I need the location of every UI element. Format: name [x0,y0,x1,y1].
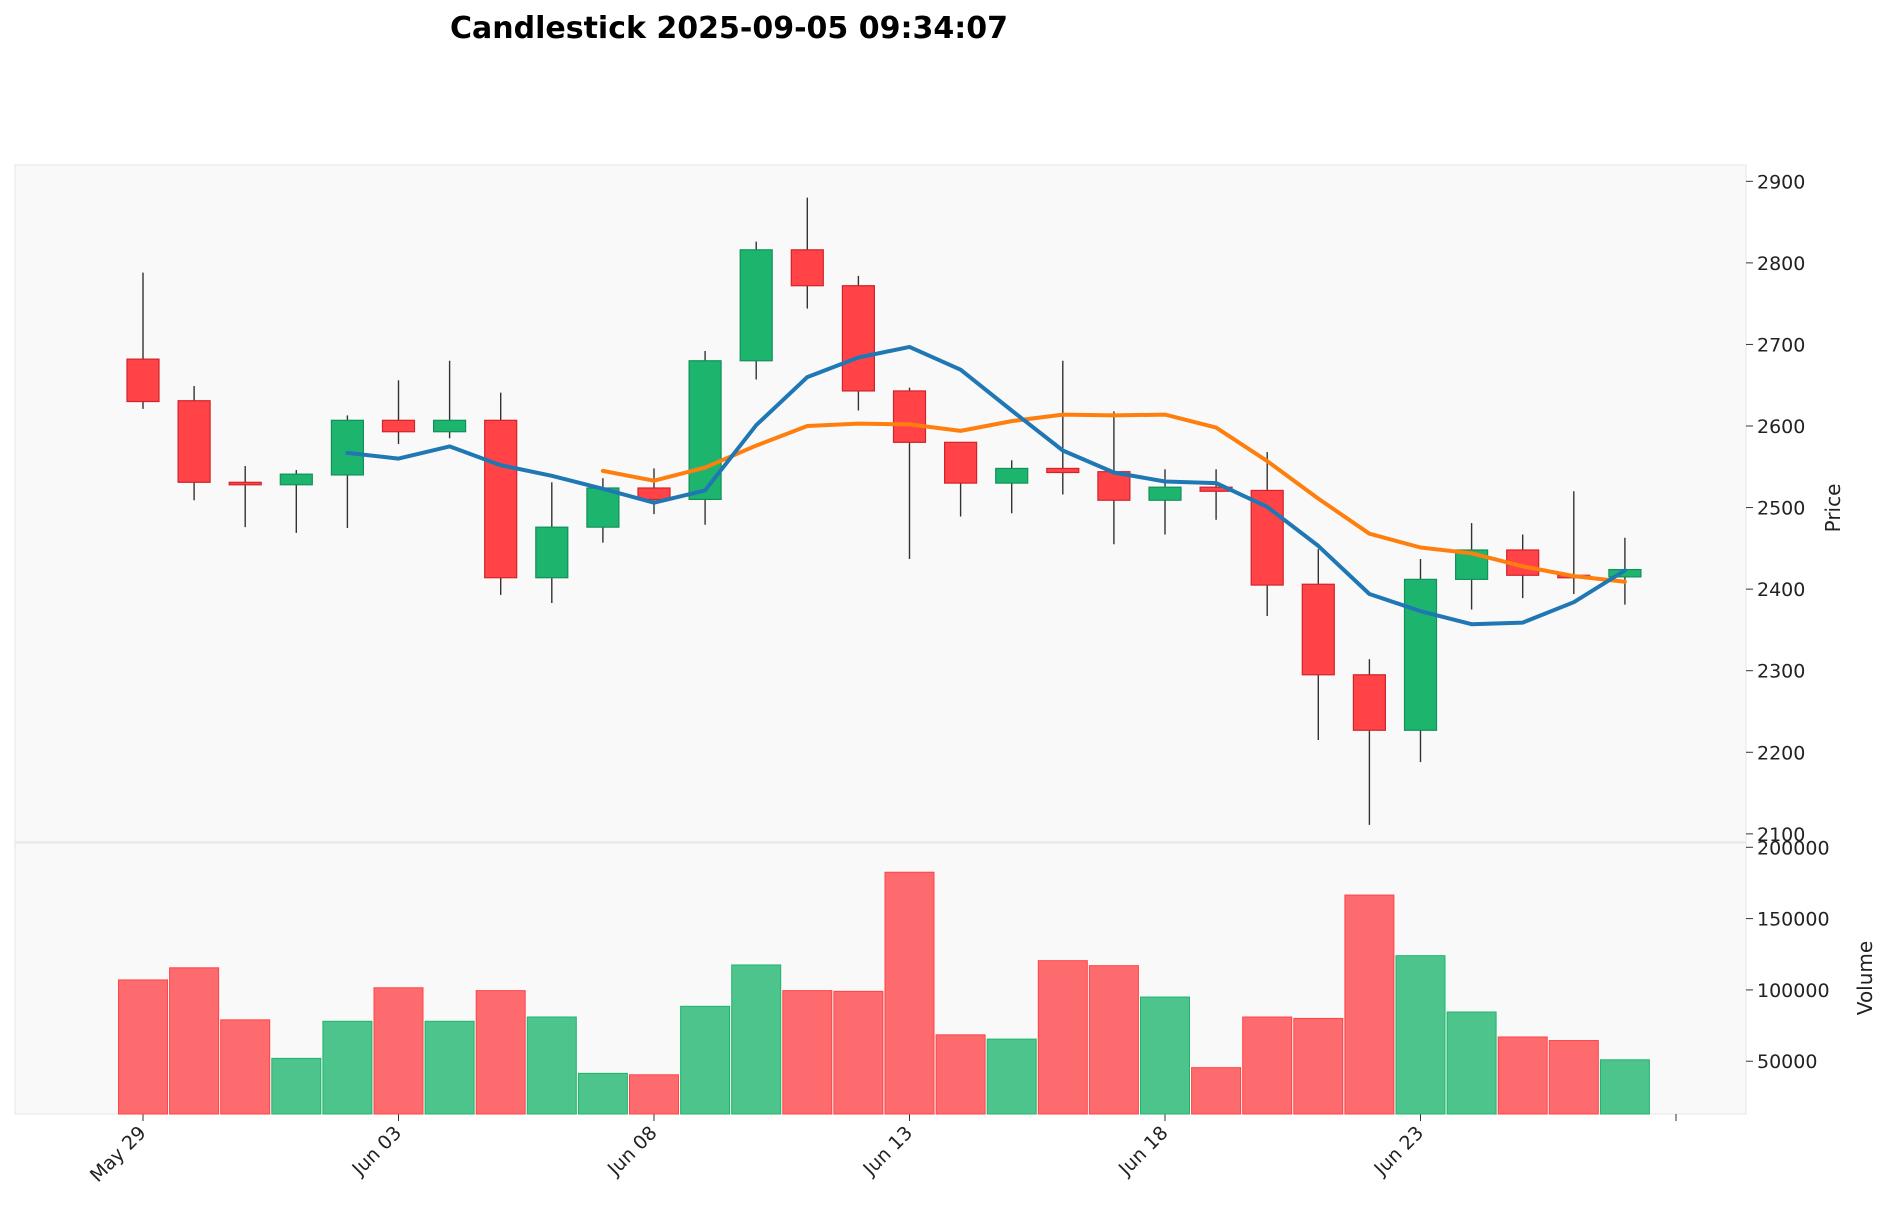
volume-tick-label: 100000 [1757,980,1830,1002]
candle-body [1097,471,1131,501]
price-tick-label: 2800 [1757,253,1805,275]
candle-body [586,487,620,528]
candle-body [330,419,364,476]
x-tick-label: Jun 08 [603,1122,662,1181]
candle-body [995,467,1029,484]
candle-body [1046,467,1080,474]
volume-bar [1497,1036,1548,1115]
volume-bars [118,871,1650,1115]
candle-body [1148,486,1182,501]
volume-bar [1548,1040,1599,1115]
volume-bar [1140,996,1190,1115]
volume-bar [475,990,526,1115]
volume-bar [986,1038,1037,1115]
candle-body [535,526,569,579]
price-tick-label: 2200 [1757,742,1805,764]
candle-body [1352,674,1387,731]
volume-bar [526,1016,577,1115]
candle-body [892,390,927,443]
volume-bar [169,967,220,1115]
candle-body [177,400,211,483]
chart-title: Candlestick 2025-09-05 09:34:07 [450,11,1008,46]
volume-bar [1088,965,1139,1115]
ma-short-line [345,344,1627,627]
candle-body [433,419,467,433]
price-panel [14,164,1747,843]
volume-bar [1395,955,1446,1115]
volume-bar [1599,1059,1650,1115]
candle-body [484,419,518,579]
candle-body [228,481,262,486]
volume-axis: 50000 100000 150000 200000 [1746,837,1830,1073]
volume-bar [271,1057,322,1115]
volume-bar [1037,960,1088,1115]
volume-axis-label: Volume [1853,941,1877,1015]
volume-bar [731,964,782,1115]
volume-bar [322,1020,373,1115]
x-tick-label: Jun 23 [1369,1122,1428,1181]
x-tick-label: Jun 03 [347,1122,406,1181]
price-tick-label: 2300 [1757,661,1805,683]
volume-bar [680,1005,731,1115]
ma-long-line [600,412,1627,584]
volume-bar [118,979,168,1115]
price-tick-label: 2600 [1757,416,1805,438]
candle-body [637,487,671,501]
candle-body [126,358,160,403]
candles [126,197,1642,825]
volume-bar [1446,1011,1497,1115]
candle-body [739,249,773,362]
volume-bar [220,1019,271,1115]
candle-body [943,441,978,484]
volume-bar [1242,1016,1293,1115]
volume-bar [935,1034,986,1115]
x-tick-label: Jun 13 [858,1122,917,1181]
price-tick-label: 2700 [1757,334,1805,356]
price-tick-label: 2500 [1757,498,1805,520]
candle-body [279,473,313,486]
volume-bar [373,987,424,1115]
volume-tick-label: 50000 [1757,1051,1817,1073]
candle-body [1403,578,1438,731]
volume-bar [424,1020,475,1115]
volume-tick-label: 200000 [1757,837,1830,859]
volume-bar [1344,894,1395,1115]
x-axis: May 29 Jun 03 Jun 08 Jun 13 Jun 18 Jun 23 [86,1114,1677,1187]
price-tick-label: 2900 [1757,171,1805,193]
volume-bar [884,871,935,1115]
price-axis-label: Price [1821,484,1845,533]
candle-body [790,249,824,287]
volume-bar [629,1074,679,1115]
x-tick-label: May 29 [86,1122,151,1187]
moving-averages [345,344,1627,627]
candle-body [841,285,876,392]
volume-bar [577,1072,628,1115]
price-tick-label: 2100 [1757,824,1805,846]
volume-bar [1293,1017,1344,1115]
volume-bar [782,990,833,1115]
candle-body [1301,583,1335,676]
x-tick-label: Jun 18 [1114,1122,1173,1181]
volume-bar [833,990,884,1115]
volume-bar [1191,1067,1242,1115]
volume-tick-label: 150000 [1757,909,1830,931]
price-axis: 2100 2200 2300 2400 2500 2600 2700 2800 2900 [1746,171,1805,846]
candle-body [381,419,416,433]
price-tick-label: 2400 [1757,579,1805,601]
